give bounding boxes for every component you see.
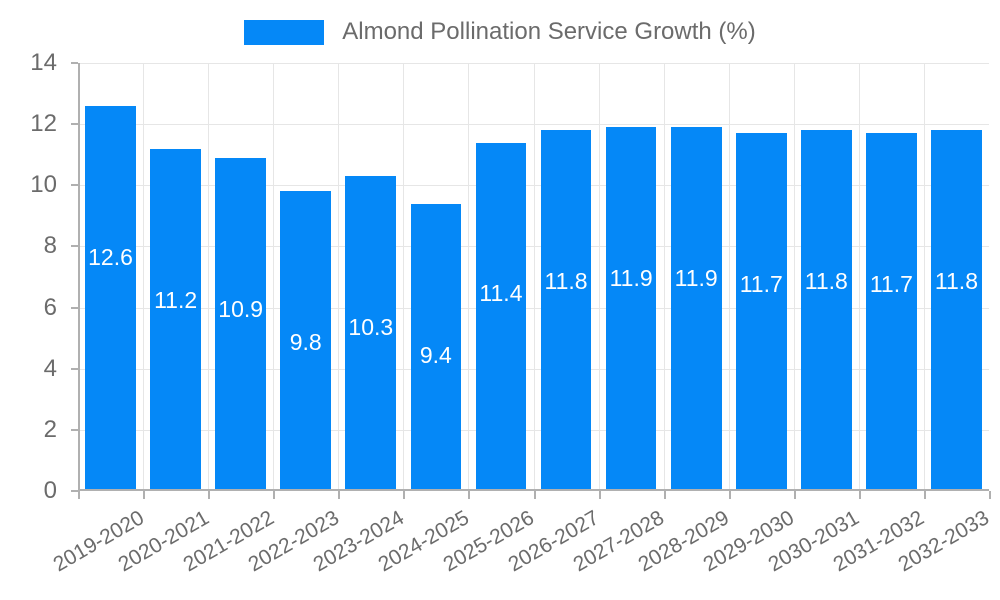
- x-axis-tick-mark: [858, 491, 861, 499]
- bar[interactable]: [866, 133, 917, 491]
- bar[interactable]: [931, 130, 982, 491]
- bar[interactable]: [735, 133, 787, 491]
- bar-value-label: 10.9: [218, 295, 264, 322]
- bar[interactable]: [345, 176, 397, 491]
- bar[interactable]: [540, 130, 592, 491]
- gridline-vertical: [273, 63, 275, 491]
- bar-value-label: 11.4: [479, 280, 523, 307]
- bar-value-label: 11.8: [934, 268, 978, 295]
- y-axis-tick-label: 6: [43, 293, 57, 321]
- x-axis-tick-mark: [793, 491, 796, 499]
- legend-label: Almond Pollination Service Growth (%): [342, 18, 756, 45]
- y-axis-tick-mark: [71, 62, 78, 64]
- x-axis-tick-mark: [403, 491, 406, 499]
- y-axis-tick-label: 0: [43, 477, 57, 504]
- gridline-vertical: [338, 63, 340, 491]
- y-axis-tick-mark: [71, 245, 78, 248]
- gridline-vertical: [663, 63, 665, 491]
- gridline-vertical: [533, 63, 535, 491]
- gridline-vertical: [858, 63, 860, 491]
- y-axis-tick-label: 2: [43, 415, 57, 443]
- y-axis-tick-mark: [71, 490, 78, 492]
- plot-area: 12.6 11.2 10.9 9.8 10.3 9.4 11.4 11.8 11.9 11.9 11…: [30, 51, 993, 577]
- y-axis-tick-mark: [71, 123, 78, 126]
- gridline-vertical: [403, 63, 405, 491]
- gridline-vertical: [793, 63, 795, 491]
- bar[interactable]: [215, 157, 267, 491]
- y-axis-tick-mark: [71, 367, 78, 370]
- bar-value-label: 11.9: [609, 265, 653, 292]
- gridline-vertical: [728, 63, 730, 491]
- bar-value-label: 12.6: [88, 243, 133, 270]
- bar-value-label: 11.8: [804, 268, 848, 295]
- bar-value-label: 9.4: [419, 341, 452, 368]
- x-axis-tick-mark: [208, 491, 211, 499]
- y-axis-tick-label: 10: [30, 171, 57, 199]
- y-axis-tick-label: 14: [30, 49, 57, 76]
- x-axis-tick-mark: [923, 491, 926, 499]
- bar-value-label: 11.8: [544, 268, 588, 295]
- x-axis-tick-mark: [663, 491, 666, 499]
- legend-color-swatch: [244, 19, 325, 45]
- y-axis-tick-mark: [71, 184, 78, 187]
- y-axis-tick-label: 4: [43, 354, 57, 382]
- plot-frame: [78, 63, 989, 491]
- x-axis-tick-mark: [273, 491, 276, 499]
- x-axis-tick-mark: [728, 491, 731, 499]
- bar-value-label: 9.8: [289, 329, 322, 356]
- x-axis-tick-mark: [338, 491, 341, 499]
- gridline-vertical: [468, 63, 470, 491]
- x-axis-tick-mark: [533, 491, 536, 499]
- gridline-vertical: [208, 63, 210, 491]
- y-axis-tick-mark: [71, 428, 78, 431]
- bar[interactable]: [150, 148, 201, 491]
- x-axis-tick-mark: [143, 491, 146, 499]
- x-axis-tick-mark: [989, 491, 991, 499]
- bar[interactable]: [475, 142, 527, 491]
- bar[interactable]: [800, 130, 852, 491]
- x-axis-tick-mark: [78, 491, 80, 499]
- gridline-vertical: [923, 63, 925, 491]
- bar[interactable]: [670, 127, 722, 491]
- legend-item-almond-pollination-service-growth[interactable]: Almond Pollination Service Growth (%): [244, 18, 756, 45]
- gridline-vertical: [143, 63, 145, 491]
- x-axis-tick-mark: [598, 491, 601, 499]
- gridline-vertical: [598, 63, 600, 491]
- bar-value-label: 11.7: [739, 271, 783, 298]
- bar-value-label: 11.9: [674, 265, 718, 292]
- bar[interactable]: [85, 105, 136, 491]
- bar-value-label: 11.7: [869, 271, 913, 298]
- bar-value-label: 10.3: [348, 314, 394, 341]
- y-axis-tick-mark: [71, 306, 78, 309]
- bar-value-label: 11.2: [154, 286, 198, 313]
- chart-legend: Almond Pollination Service Growth (%): [0, 14, 1000, 50]
- x-axis-tick-mark: [468, 491, 471, 499]
- bar[interactable]: [280, 191, 332, 491]
- bar[interactable]: [605, 127, 657, 491]
- y-axis-tick-label: 12: [30, 110, 57, 138]
- y-axis-tick-label: 8: [43, 232, 57, 260]
- bar[interactable]: [410, 203, 462, 491]
